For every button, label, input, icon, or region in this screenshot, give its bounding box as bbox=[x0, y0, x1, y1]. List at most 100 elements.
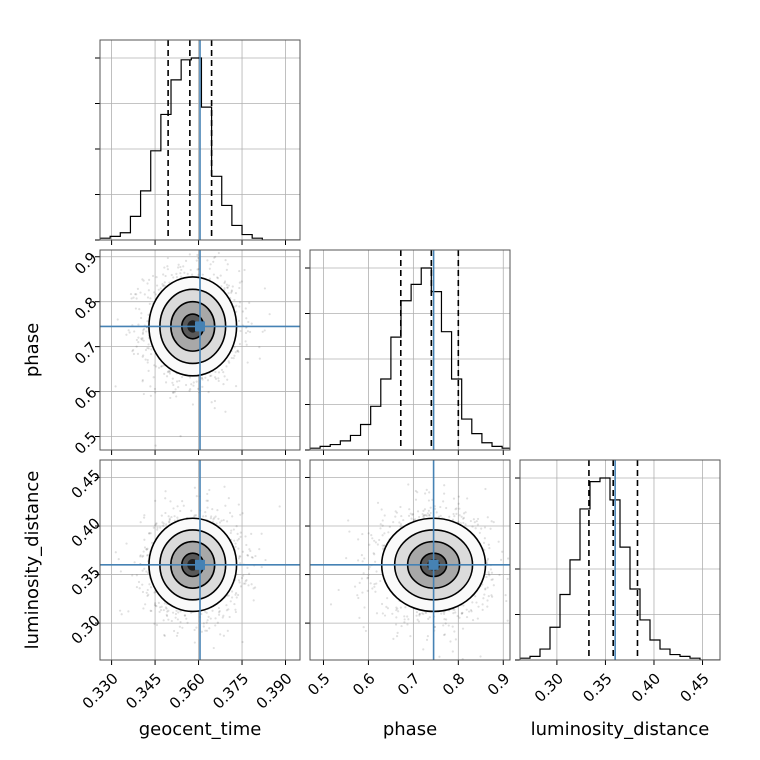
scatter-point bbox=[422, 515, 425, 518]
scatter-point bbox=[421, 612, 424, 615]
scatter-point bbox=[268, 313, 271, 316]
scatter-point bbox=[216, 509, 219, 512]
scatter-point bbox=[210, 401, 213, 404]
scatter-point bbox=[227, 284, 231, 287]
scatter-point bbox=[453, 515, 456, 518]
scatter-point bbox=[429, 506, 432, 509]
scatter-point bbox=[475, 520, 478, 523]
scatter-point bbox=[202, 515, 205, 518]
scatter-point bbox=[163, 634, 166, 637]
scatter-point bbox=[209, 617, 212, 620]
scatter-point bbox=[375, 570, 378, 573]
scatter-point bbox=[150, 541, 154, 544]
scatter-point bbox=[223, 375, 226, 378]
scatter-point bbox=[168, 281, 171, 284]
scatter-point bbox=[428, 491, 431, 494]
scatter-point bbox=[200, 376, 204, 380]
scatter-point bbox=[246, 330, 250, 333]
scatter-point bbox=[244, 582, 247, 585]
scatter-point bbox=[166, 256, 169, 260]
scatter-point bbox=[242, 582, 246, 585]
scatter-point bbox=[445, 618, 448, 621]
scatter-point bbox=[379, 527, 382, 530]
scatter-point bbox=[337, 588, 340, 592]
scatter-point bbox=[438, 655, 441, 658]
scatter-point bbox=[210, 515, 213, 518]
scatter-point bbox=[443, 484, 446, 487]
scatter-point bbox=[381, 519, 384, 522]
scatter-point bbox=[208, 627, 211, 630]
scatter-point bbox=[238, 281, 241, 284]
scatter-point bbox=[182, 504, 185, 507]
scatter-point bbox=[353, 585, 357, 588]
tick-label-x: 0.8 bbox=[439, 670, 469, 700]
scatter-point bbox=[175, 380, 179, 383]
scatter-point bbox=[403, 615, 406, 618]
scatter-point bbox=[247, 320, 250, 324]
scatter-point bbox=[183, 614, 187, 617]
scatter-point bbox=[216, 276, 219, 279]
scatter-point bbox=[135, 574, 138, 577]
scatter-point bbox=[443, 612, 446, 615]
scatter-point bbox=[162, 284, 166, 287]
scatter-point bbox=[162, 608, 165, 612]
scatter-point bbox=[204, 610, 207, 613]
scatter-point bbox=[224, 410, 227, 413]
scatter-point bbox=[164, 490, 167, 493]
scatter-point bbox=[146, 554, 149, 557]
scatter-point bbox=[484, 588, 487, 591]
scatter-point bbox=[141, 278, 144, 281]
scatter-point bbox=[95, 312, 97, 314]
scatter-point bbox=[374, 590, 377, 593]
scatter-point bbox=[418, 515, 421, 519]
scatter-point bbox=[237, 319, 241, 323]
scatter-point bbox=[411, 513, 415, 516]
scatter-point bbox=[442, 500, 445, 503]
scatter-point bbox=[458, 507, 461, 510]
scatter-point bbox=[236, 539, 239, 542]
scatter-point bbox=[258, 548, 261, 551]
scatter-point bbox=[361, 560, 364, 563]
scatter-point bbox=[373, 583, 376, 586]
scatter-point bbox=[158, 610, 161, 613]
scatter-point bbox=[149, 609, 152, 612]
scatter-point bbox=[416, 618, 419, 621]
scatter-point bbox=[260, 532, 263, 535]
scatter-point bbox=[178, 379, 181, 383]
scatter-point bbox=[422, 648, 425, 651]
scatter-point bbox=[141, 569, 144, 572]
scatter-point bbox=[160, 365, 163, 368]
scatter-point bbox=[234, 292, 238, 295]
scatter-point bbox=[367, 567, 371, 571]
scatter-point bbox=[396, 631, 399, 634]
scatter-point bbox=[505, 599, 508, 603]
scatter-point bbox=[238, 555, 241, 558]
scatter-point bbox=[247, 572, 251, 575]
scatter-point bbox=[146, 296, 150, 299]
scatter-point bbox=[186, 621, 189, 624]
scatter-point bbox=[217, 371, 221, 374]
scatter-point bbox=[452, 612, 455, 615]
scatter-point bbox=[474, 527, 477, 530]
scatter-point bbox=[486, 586, 489, 589]
scatter-point bbox=[424, 513, 427, 517]
scatter-point bbox=[252, 587, 255, 590]
scatter-point bbox=[232, 357, 235, 360]
scatter-point bbox=[234, 593, 237, 596]
scatter-point bbox=[231, 590, 234, 593]
scatter-point bbox=[231, 285, 234, 288]
scatter-point bbox=[207, 615, 210, 619]
scatter-point bbox=[462, 521, 465, 525]
scatter-point bbox=[400, 514, 403, 518]
scatter-point bbox=[169, 396, 172, 400]
scatter-point bbox=[160, 365, 164, 368]
scatter-point bbox=[228, 615, 231, 619]
scatter-point bbox=[248, 548, 251, 551]
scatter-point bbox=[220, 285, 223, 288]
scatter-point bbox=[366, 589, 369, 592]
scatter-point bbox=[192, 384, 195, 387]
scatter-point bbox=[415, 614, 418, 617]
scatter-point bbox=[487, 571, 490, 574]
scatter-point bbox=[153, 387, 157, 391]
tick-label-y: 0.6 bbox=[71, 383, 101, 413]
